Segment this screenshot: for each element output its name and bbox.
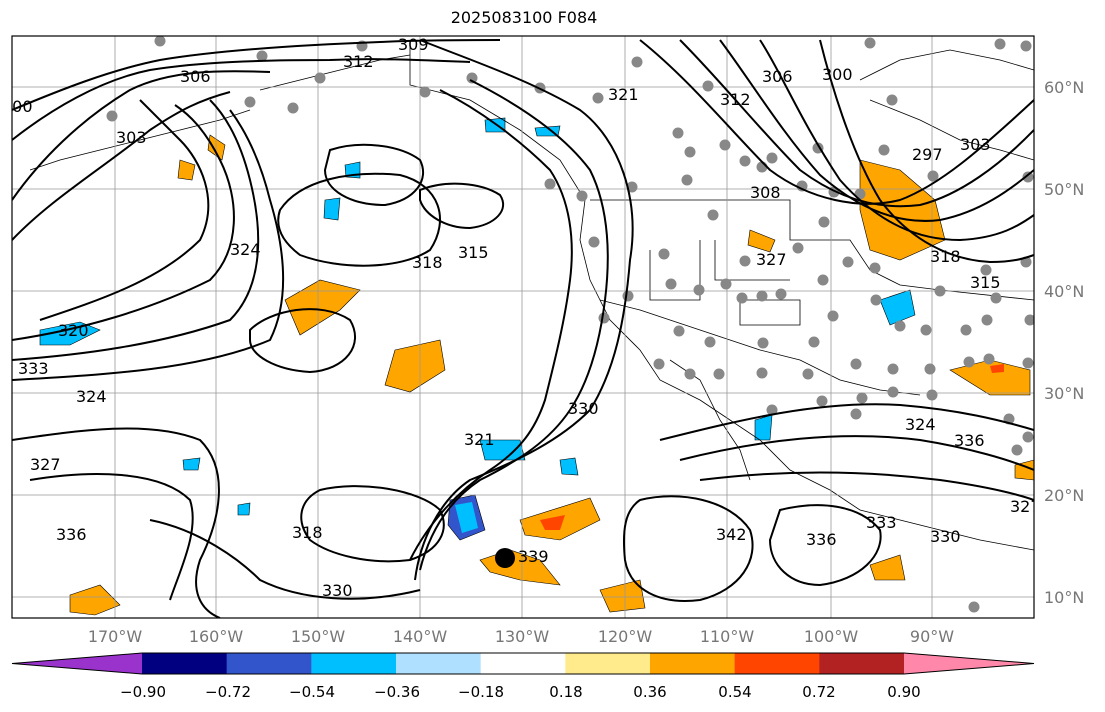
storm-center-marker — [495, 548, 515, 568]
lon-label: 100°W — [804, 627, 859, 646]
colorbar-segment — [226, 653, 312, 674]
contour-label: 318 — [930, 247, 961, 266]
contour-label: 300 — [2, 97, 33, 116]
colorbar-segment — [734, 653, 820, 674]
contour-label: 324 — [905, 415, 936, 434]
colorbar-segment — [565, 653, 651, 674]
colorbar-tick-label: −0.54 — [289, 683, 335, 701]
lat-label: 40°N — [1044, 282, 1084, 301]
colorbar-segments — [11, 652, 1035, 675]
contour-label: 327 — [756, 250, 787, 269]
map-frame — [11, 35, 1035, 619]
contour-label: 312 — [343, 52, 374, 71]
coastlines — [29, 40, 1034, 551]
contour-label: 308 — [750, 183, 781, 202]
colorbar-tick-label: 0.18 — [549, 683, 582, 701]
contour-label: 336 — [954, 431, 985, 450]
lon-label: 120°W — [598, 627, 653, 646]
contour-label: 315 — [970, 273, 1001, 292]
colorbar-tick-label: 0.54 — [718, 683, 751, 701]
colorbar-tick-label: −0.72 — [205, 683, 251, 701]
lon-label: 90°W — [910, 627, 954, 646]
lon-label: 110°W — [700, 627, 755, 646]
contour-label: 327 — [1010, 497, 1041, 516]
colorbar-tick-label: −0.36 — [374, 683, 420, 701]
colorbar-tick-label: 0.72 — [802, 683, 835, 701]
lat-label: 30°N — [1044, 384, 1084, 403]
contour-label: 327 — [30, 455, 61, 474]
station-dots — [106, 36, 1034, 613]
colorbar-tick-label: 0.36 — [633, 683, 666, 701]
geopotential-contours — [12, 39, 1034, 618]
colorbar-tick-label: −0.18 — [458, 683, 504, 701]
lat-label: 60°N — [1044, 78, 1084, 97]
lon-label: 140°W — [393, 627, 448, 646]
contour-label: 342 — [716, 525, 747, 544]
contour-label: 330 — [568, 399, 599, 418]
lon-label: 160°W — [189, 627, 244, 646]
colorbar-segment — [819, 653, 905, 674]
lat-label: 50°N — [1044, 180, 1084, 199]
contour-label: 318 — [412, 253, 443, 272]
contour-label: 297 — [912, 145, 943, 164]
contour-label: 330 — [322, 581, 353, 600]
lon-label: 170°W — [88, 627, 143, 646]
contour-label: 312 — [720, 90, 751, 109]
contour-label: 333 — [18, 359, 49, 378]
lon-label: 130°W — [495, 627, 550, 646]
contour-label: 303 — [116, 128, 147, 147]
colorbar-outline — [11, 652, 1035, 675]
colorbar-tick-label: −0.90 — [120, 683, 166, 701]
contour-label: 336 — [56, 525, 87, 544]
contour-label: 320 — [58, 321, 89, 340]
colorbar-segment — [142, 653, 228, 674]
lat-label: 20°N — [1044, 486, 1084, 505]
colorbar-tick-labels: −0.90 −0.72 −0.54 −0.36 −0.18 0.18 0.36 … — [120, 683, 921, 701]
contour-label: 321 — [608, 85, 639, 104]
contour-label: 324 — [76, 387, 107, 406]
contour-label: 321 — [464, 430, 495, 449]
contour-label: 318 — [292, 523, 323, 542]
gridlines — [12, 36, 1034, 618]
contour-labels: 309 312 306 300 303 321 312 306 300 297 … — [2, 35, 1041, 600]
contour-label: 324 — [230, 240, 261, 259]
lat-label: 10°N — [1044, 588, 1084, 607]
contour-label: 315 — [458, 243, 489, 262]
contour-label: 330 — [930, 527, 961, 546]
contour-label: 306 — [180, 67, 211, 86]
longitude-labels: 170°W 160°W 150°W 140°W 130°W 120°W 110°… — [88, 627, 954, 646]
contour-label: 339 — [518, 547, 549, 566]
colorbar-extend-high — [904, 653, 1034, 674]
colorbar-tick-label: 0.90 — [887, 683, 920, 701]
latitude-labels: 60°N 50°N 40°N 30°N 20°N 10°N — [1044, 78, 1084, 607]
colorbar-segment — [396, 653, 482, 674]
lon-label: 150°W — [291, 627, 346, 646]
colorbar-segment — [650, 653, 736, 674]
contour-label: 300 — [822, 65, 853, 84]
contour-label: 333 — [866, 513, 897, 532]
contour-label: 309 — [398, 35, 429, 54]
plot-title: 2025083100 F084 — [450, 8, 598, 27]
contour-label: 303 — [960, 135, 991, 154]
contour-label: 336 — [806, 530, 837, 549]
contour-label: 306 — [762, 67, 793, 86]
colorbar-segment — [311, 653, 397, 674]
colorbar-segment — [480, 653, 566, 674]
colorbar-extend-low — [12, 653, 142, 674]
